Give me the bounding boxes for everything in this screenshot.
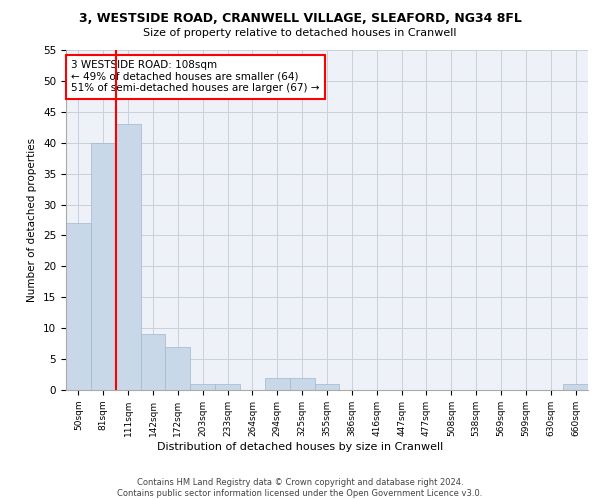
Bar [215,384,240,390]
Bar [314,384,340,390]
Bar [140,334,166,390]
Bar [190,384,215,390]
Bar [91,142,116,390]
Bar [563,384,588,390]
Text: Distribution of detached houses by size in Cranwell: Distribution of detached houses by size … [157,442,443,452]
Bar [116,124,140,390]
Bar [290,378,314,390]
Text: Size of property relative to detached houses in Cranwell: Size of property relative to detached ho… [143,28,457,38]
Y-axis label: Number of detached properties: Number of detached properties [28,138,37,302]
Text: 3, WESTSIDE ROAD, CRANWELL VILLAGE, SLEAFORD, NG34 8FL: 3, WESTSIDE ROAD, CRANWELL VILLAGE, SLEA… [79,12,521,26]
Text: 3 WESTSIDE ROAD: 108sqm
← 49% of detached houses are smaller (64)
51% of semi-de: 3 WESTSIDE ROAD: 108sqm ← 49% of detache… [71,60,320,94]
Bar [66,223,91,390]
Bar [166,346,190,390]
Bar [265,378,290,390]
Text: Contains HM Land Registry data © Crown copyright and database right 2024.
Contai: Contains HM Land Registry data © Crown c… [118,478,482,498]
